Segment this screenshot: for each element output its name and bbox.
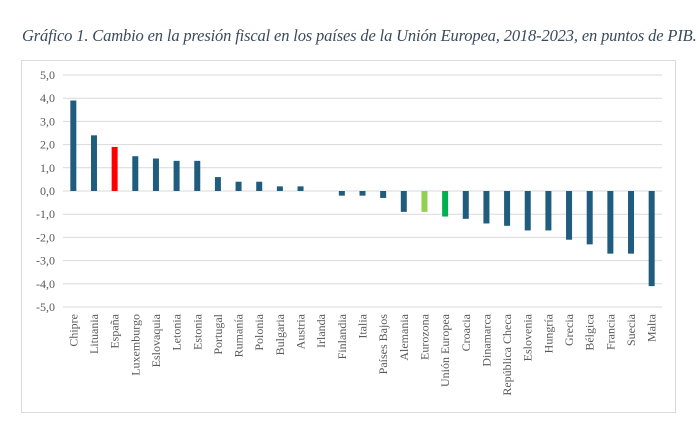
- y-tick-label: 0,0: [40, 184, 55, 198]
- y-tick-label: 5,0: [40, 68, 55, 82]
- x-axis-category-labels: Chipre Lituania España Luxemburgo Eslovaquia…: [66, 313, 658, 395]
- bar-paises-bajos: [380, 191, 387, 198]
- y-tick-label: -4,0: [36, 277, 55, 291]
- x-category-label: Países Bajos: [376, 314, 390, 375]
- x-category-label: Dinamarca: [479, 313, 493, 366]
- x-category-label: Unión Europea: [438, 313, 452, 387]
- x-category-label: Hungría: [541, 313, 555, 353]
- bar-eslovenia: [524, 191, 531, 231]
- bar-polonia: [256, 181, 263, 191]
- bar-lituania: [90, 135, 97, 191]
- x-category-label: Finlandia: [335, 313, 349, 359]
- y-tick-label: 4,0: [40, 91, 55, 105]
- bar-espana: [111, 146, 118, 191]
- x-category-label: Portugal: [211, 313, 225, 354]
- x-category-label: Italia: [356, 313, 370, 338]
- x-category-label: República Checa: [500, 313, 514, 395]
- x-category-label: Eslovaquia: [149, 313, 163, 367]
- x-category-label: Grecia: [562, 313, 576, 346]
- x-category-label: Chipre: [66, 314, 80, 347]
- bar-estonia: [194, 160, 201, 191]
- bar-rumania: [235, 181, 242, 191]
- y-tick-label: -3,0: [36, 254, 55, 268]
- bar-alemania: [400, 191, 407, 212]
- x-category-label: Alemania: [397, 313, 411, 360]
- bar-italia: [359, 191, 366, 196]
- bar-union-europea: [442, 191, 449, 217]
- bar-suecia: [628, 191, 635, 254]
- bar-bulgaria: [276, 186, 283, 191]
- chart-frame: [21, 60, 676, 413]
- chart-title: Gráfico 1. Cambio en la presión fiscal e…: [22, 26, 697, 45]
- y-tick-label: 1,0: [40, 161, 55, 175]
- x-category-label: Eurozona: [417, 313, 431, 360]
- bar-belgica: [586, 191, 593, 245]
- bar-hungria: [545, 191, 552, 231]
- x-category-label: Lituania: [87, 313, 101, 354]
- y-tick-label: 3,0: [40, 114, 55, 128]
- x-category-label: Francia: [603, 313, 617, 350]
- bar-francia: [607, 191, 614, 254]
- x-category-label: Bélgica: [583, 313, 597, 350]
- bar-portugal: [214, 177, 221, 191]
- x-category-label: Letonia: [170, 313, 184, 350]
- bar-malta: [648, 191, 655, 287]
- bar-finlandia: [338, 191, 345, 196]
- bar-republica-checa: [504, 191, 511, 226]
- x-category-label: Austria: [294, 313, 308, 349]
- x-category-label: Malta: [645, 313, 659, 342]
- bar-grecia: [566, 191, 573, 240]
- bar-austria: [297, 186, 304, 191]
- bar-eslovaquia: [152, 158, 159, 191]
- bars: [70, 100, 655, 287]
- y-tick-label: -2,0: [36, 230, 55, 244]
- y-tick-label: -1,0: [36, 207, 55, 221]
- gridlines: [63, 74, 662, 308]
- bar-chipre: [70, 100, 77, 191]
- y-axis-tick-labels: 5,0 4,0 3,0 2,0 1,0 0,0 -1,0 -2,0 -3,0 -4,0 -5,0: [36, 68, 55, 314]
- x-category-label: Eslovenia: [521, 313, 535, 361]
- x-category-label: España: [108, 313, 122, 348]
- x-category-label: Polonia: [252, 313, 266, 350]
- y-tick-label: 2,0: [40, 138, 55, 152]
- y-tick-label: -5,0: [36, 300, 55, 314]
- x-category-label: Bulgaria: [273, 313, 287, 355]
- bar-eurozona: [421, 191, 428, 212]
- x-category-label: Croacia: [459, 313, 473, 351]
- x-category-label: Suecia: [624, 313, 638, 346]
- x-category-label: Luxemburgo: [128, 314, 142, 376]
- bar-croacia: [462, 191, 469, 219]
- x-category-label: Irlanda: [314, 313, 328, 348]
- x-category-label: Rumanía: [232, 313, 246, 357]
- bar-dinamarca: [483, 191, 490, 224]
- x-category-label: Estonia: [190, 313, 204, 350]
- bar-letonia: [173, 160, 180, 191]
- bar-luxemburgo: [132, 156, 139, 191]
